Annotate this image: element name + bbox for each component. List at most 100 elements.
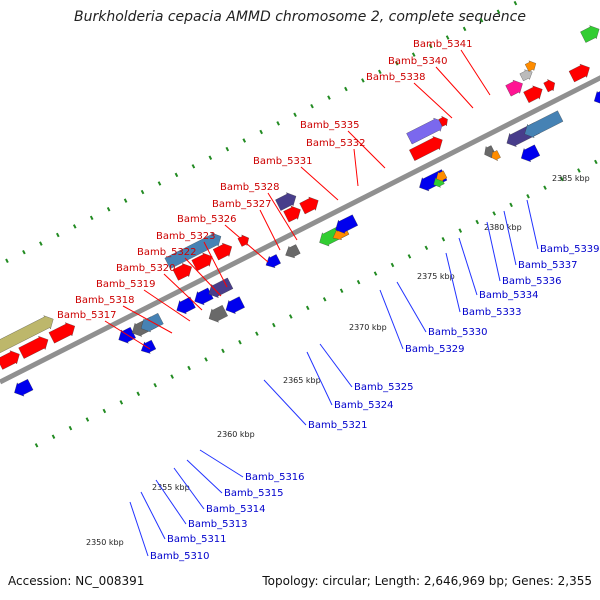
gene-label-forward: Bamb_5318	[75, 295, 135, 306]
track-tick	[89, 215, 94, 221]
track-tick	[458, 228, 463, 233]
track-tick	[119, 400, 124, 405]
track-tick	[310, 103, 314, 109]
track-tick	[140, 189, 145, 195]
gene-label-reverse: Bamb_5339	[540, 244, 600, 255]
reverse-gene-arrow	[141, 339, 157, 354]
leader-line-forward	[300, 166, 339, 201]
track-tick	[373, 271, 378, 276]
track-tick	[242, 138, 247, 143]
track-tick	[496, 9, 501, 14]
track-tick	[170, 374, 174, 379]
leader-line-forward	[143, 289, 191, 322]
track-tick	[255, 331, 259, 336]
track-tick	[221, 348, 225, 354]
gene-label-reverse: Bamb_5316	[245, 472, 305, 483]
leader-line-reverse	[458, 237, 478, 296]
leader-line-reverse	[319, 343, 353, 388]
track-tick	[187, 365, 191, 371]
track-tick	[106, 207, 111, 212]
track-tick	[174, 172, 179, 178]
gene-label-reverse: Bamb_5336	[502, 276, 562, 287]
reverse-gene-arrow	[14, 378, 34, 397]
track-tick	[322, 297, 327, 302]
track-tick	[208, 155, 213, 160]
kbp-scale-label: 2365 kbp	[283, 376, 321, 385]
reverse-gene-arrow	[524, 110, 564, 138]
leader-line-reverse	[186, 459, 223, 494]
forward-gene-arrow	[543, 79, 555, 93]
forward-gene-arrow	[568, 63, 590, 83]
gene-label-forward: Bamb_5341	[413, 39, 473, 50]
gene-label-forward: Bamb_5326	[177, 214, 237, 225]
track-tick	[39, 241, 43, 246]
leader-line-reverse	[155, 479, 187, 525]
reverse-gene-arrow	[436, 170, 448, 182]
leader-line-reverse	[140, 491, 166, 540]
forward-gene-arrow	[275, 192, 297, 211]
map-title: Burkholderia cepacia AMMD chromosome 2, …	[74, 9, 526, 25]
leader-line-forward	[203, 241, 228, 288]
accession-text: Accession: NC_008391	[8, 574, 145, 588]
gene-label-forward: Bamb_5322	[137, 247, 197, 258]
gene-label-forward: Bamb_5327	[212, 199, 272, 210]
leader-line-reverse	[263, 379, 307, 426]
leader-line-forward	[104, 320, 151, 350]
track-tick	[509, 202, 513, 208]
track-tick	[225, 146, 230, 152]
track-tick	[492, 211, 496, 216]
forward-gene-arrow	[48, 322, 75, 344]
reverse-gene-arrow	[335, 214, 359, 234]
track-tick	[441, 236, 446, 242]
backbone-line	[0, 75, 600, 385]
forward-gene-arrow	[164, 232, 222, 270]
leader-line-forward	[184, 257, 222, 297]
gene-label-reverse: Bamb_5333	[462, 307, 522, 318]
forward-gene-arrow	[519, 69, 533, 82]
track-tick	[462, 26, 467, 32]
reverse-gene-arrow	[594, 90, 600, 104]
track-tick	[513, 0, 518, 6]
reverse-gene-arrow	[285, 244, 301, 259]
track-tick	[361, 78, 365, 83]
leader-line-forward	[267, 192, 298, 241]
track-tick	[411, 52, 416, 57]
track-tick	[204, 357, 208, 362]
track-tick	[157, 181, 162, 186]
leader-line-reverse	[396, 281, 427, 333]
gene-label-reverse: Bamb_5310	[150, 551, 210, 562]
reverse-gene-arrow	[521, 144, 541, 163]
leader-line-reverse	[445, 252, 461, 313]
track-tick	[22, 249, 26, 255]
gene-label-reverse: Bamb_5324	[334, 400, 394, 411]
leader-line-forward	[163, 273, 203, 311]
leader-line-forward	[122, 305, 173, 334]
leader-line-reverse	[503, 210, 517, 266]
gene-label-forward: Bamb_5332	[306, 138, 366, 149]
gene-label-reverse: Bamb_5315	[224, 488, 284, 499]
kbp-scale-label: 2370 kbp	[349, 323, 387, 332]
track-tick	[356, 279, 361, 285]
topology-stats-text: Topology: circular; Length: 2,646,969 bp…	[262, 574, 592, 588]
gene-label-forward: Bamb_5331	[253, 156, 313, 167]
track-tick	[428, 43, 433, 49]
gene-label-forward: Bamb_5328	[220, 182, 280, 193]
kbp-scale-label: 2380 kbp	[484, 223, 522, 232]
gene-label-forward: Bamb_5340	[388, 56, 448, 67]
leader-line-forward	[460, 49, 491, 96]
forward-gene-arrow	[283, 205, 301, 223]
leader-line-forward	[435, 66, 474, 109]
reverse-gene-arrow	[225, 296, 245, 314]
forward-gene-arrow	[18, 335, 49, 359]
track-tick	[475, 219, 480, 225]
forward-gene-arrow	[406, 117, 444, 145]
leader-line-forward	[224, 224, 269, 263]
track-tick	[378, 69, 382, 75]
gene-label-forward: Bamb_5319	[96, 279, 156, 290]
outer-track-ticks-lower	[34, 159, 598, 448]
leader-line-reverse	[486, 221, 501, 282]
kbp-scale-label: 2355 kbp	[152, 483, 190, 492]
forward-gene-arrow	[0, 350, 20, 370]
forward-gene-arrow	[524, 60, 537, 72]
